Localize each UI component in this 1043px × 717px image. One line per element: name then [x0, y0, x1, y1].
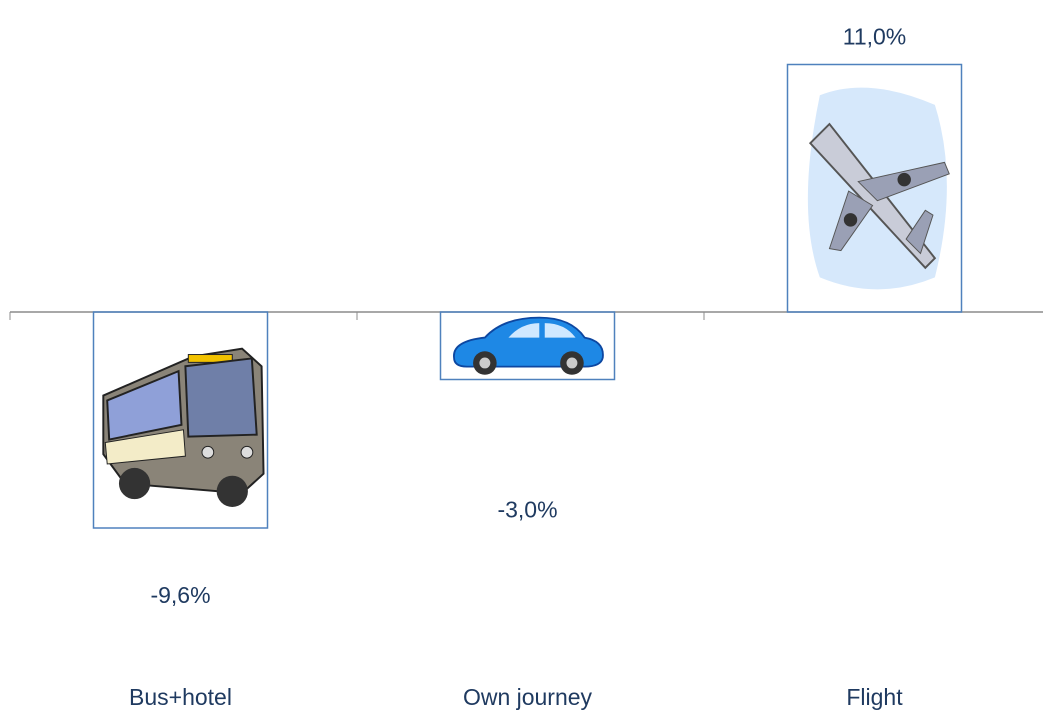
- bar: [439, 311, 616, 381]
- category-ticks: [9, 312, 705, 320]
- x-tick-label: Bus+hotel: [129, 684, 232, 710]
- value-label: -3,0%: [497, 497, 557, 523]
- x-tick-label: Flight: [846, 684, 903, 710]
- value-label: 11,0%: [843, 24, 907, 50]
- bar: [786, 63, 963, 313]
- bar-picture: [102, 347, 265, 509]
- value-label: -9,6%: [150, 582, 210, 608]
- bar: [92, 311, 269, 529]
- bar-picture: [806, 86, 951, 291]
- bar-picture: [452, 316, 604, 376]
- x-tick-label: Own journey: [463, 684, 593, 710]
